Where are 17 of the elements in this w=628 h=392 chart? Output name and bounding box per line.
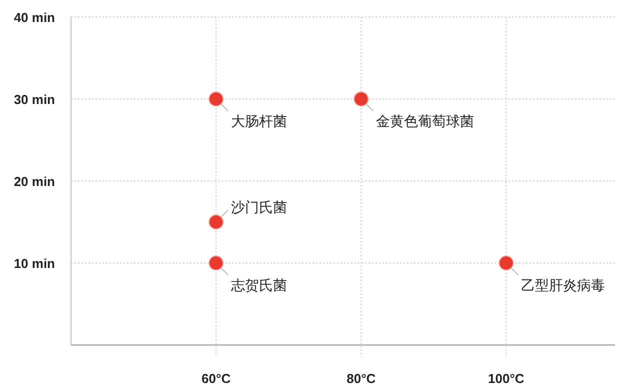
annotation: 乙型肝炎病毒 <box>521 277 606 293</box>
y-tick-label: 40 min <box>14 10 56 25</box>
point <box>498 256 514 270</box>
y-tick-label: 10 min <box>14 256 56 271</box>
y-tick-label: 20 min <box>14 174 56 189</box>
point <box>354 92 369 106</box>
annotation: 金黄色葡萄球菌 <box>376 113 474 129</box>
annotation: 沙门氏菌 <box>231 199 288 215</box>
annotation: 志贺氏菌 <box>231 277 288 293</box>
point <box>208 256 224 270</box>
annotation: 大肠杆菌 <box>231 113 288 129</box>
x-tick-label: 60°C <box>202 371 232 386</box>
x-tick-label: 80°C <box>346 371 376 386</box>
point <box>208 214 224 230</box>
x-tick-label: 100°C <box>488 371 525 386</box>
point <box>208 92 224 106</box>
y-tick-label: 30 min <box>14 92 56 107</box>
